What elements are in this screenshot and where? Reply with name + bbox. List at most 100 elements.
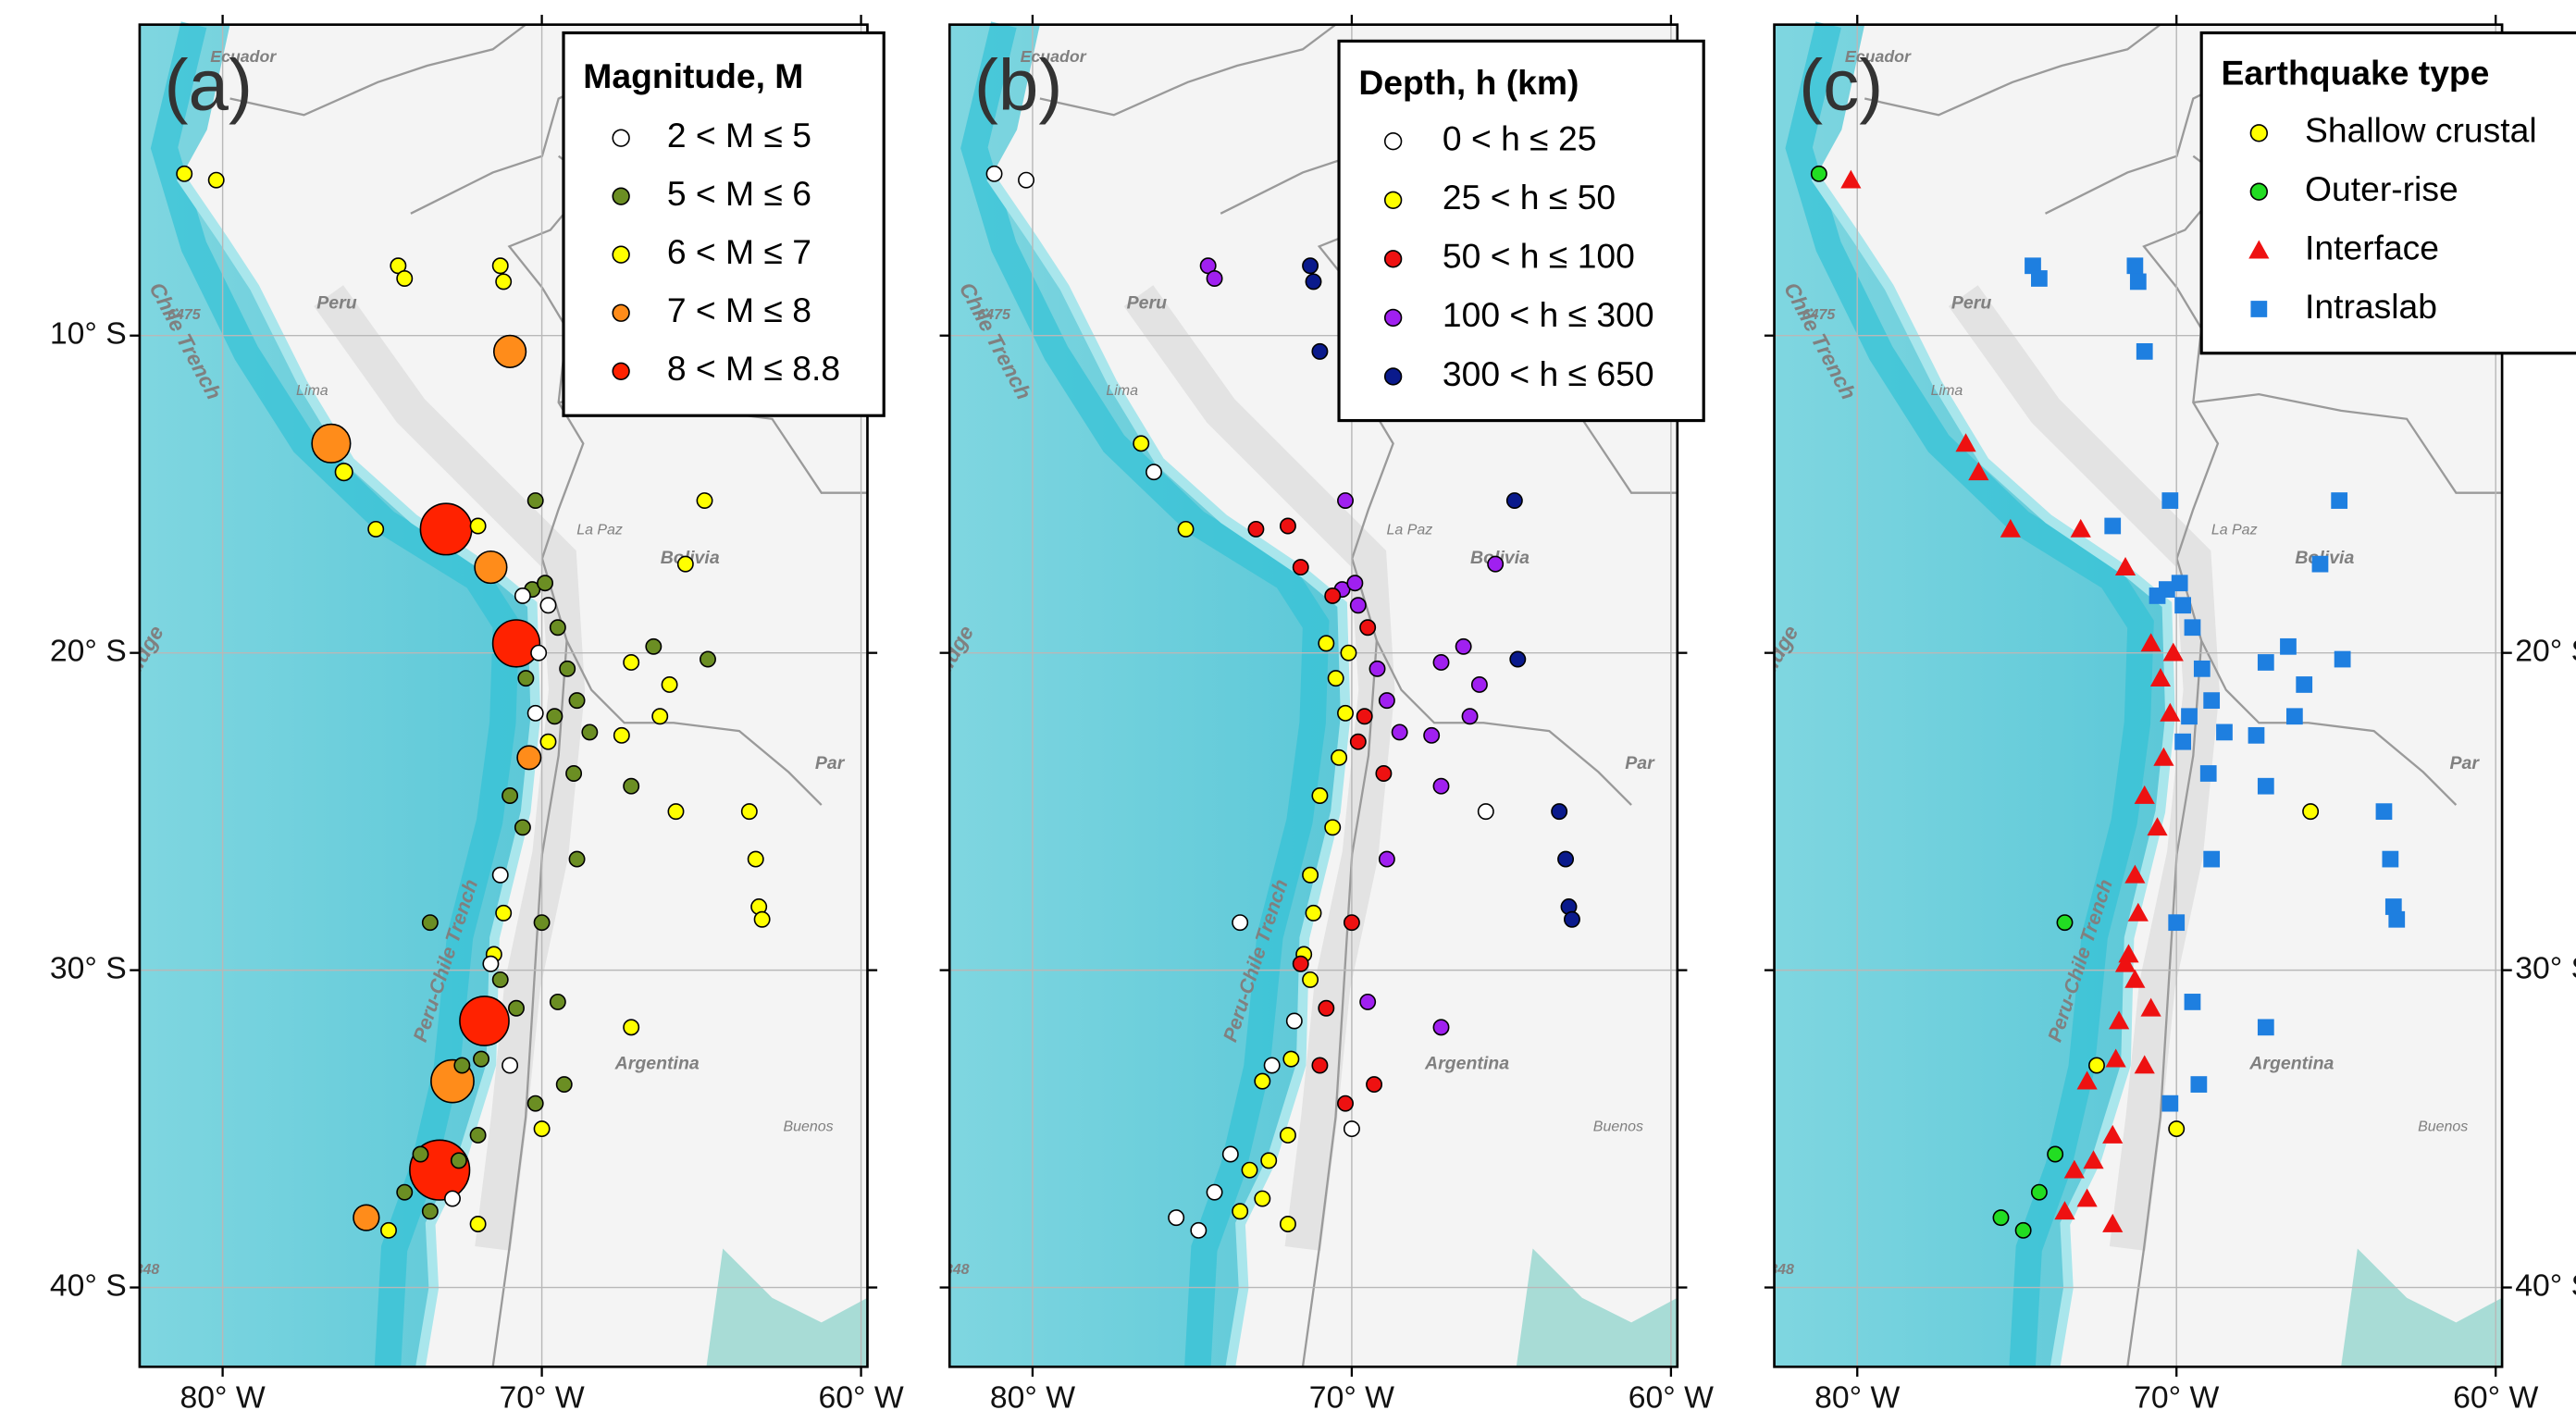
earthquake-marker bbox=[1424, 728, 1439, 743]
legend-label: 7 < M ≤ 8 bbox=[667, 291, 811, 329]
earthquake-marker bbox=[423, 1204, 438, 1218]
earthquake-marker bbox=[986, 167, 1001, 181]
earthquake-marker bbox=[515, 588, 530, 603]
earthquake-marker bbox=[1369, 662, 1384, 676]
earthquake-marker bbox=[1191, 1223, 1206, 1238]
earthquake-marker bbox=[1312, 344, 1327, 359]
legend-label: Outer-rise bbox=[2305, 169, 2458, 208]
earthquake-marker bbox=[1367, 1077, 1381, 1092]
legend-marker bbox=[2250, 183, 2267, 200]
earthquake-marker bbox=[668, 804, 683, 819]
earthquake-marker bbox=[624, 655, 638, 670]
earthquake-marker bbox=[2203, 692, 2220, 709]
earthquake-marker bbox=[502, 788, 517, 803]
earthquake-marker bbox=[1261, 1153, 1276, 1168]
earthquake-marker bbox=[1351, 735, 1366, 749]
earthquake-marker bbox=[515, 820, 530, 835]
earthquake-marker bbox=[528, 706, 543, 721]
x-tick-label: 80° W bbox=[990, 1380, 1075, 1410]
place-label: Buenos bbox=[1593, 1119, 1643, 1134]
earthquake-marker bbox=[353, 1205, 379, 1231]
earthquake-marker bbox=[1380, 693, 1394, 708]
earthquake-marker bbox=[1319, 1001, 1333, 1016]
legend-title: Earthquake type bbox=[2221, 54, 2489, 93]
earthquake-marker bbox=[2185, 994, 2201, 1010]
x-tick-label: 60° W bbox=[818, 1380, 903, 1410]
earthquake-marker bbox=[2303, 804, 2318, 819]
legend-label: 100 < h ≤ 300 bbox=[1443, 295, 1654, 334]
earthquake-marker bbox=[496, 274, 511, 289]
place-label: Par bbox=[815, 753, 846, 773]
earthquake-marker bbox=[624, 1020, 638, 1034]
y-tick-label: 30° S bbox=[50, 951, 127, 986]
place-label: Peru bbox=[1951, 293, 1991, 314]
earthquake-marker bbox=[1455, 639, 1470, 654]
y-tick-label: 10° S bbox=[50, 316, 127, 352]
legend-label: Interface bbox=[2305, 228, 2439, 266]
earthquake-marker bbox=[531, 646, 546, 661]
earthquake-marker bbox=[209, 173, 224, 188]
earthquake-marker bbox=[1303, 258, 1318, 273]
earthquake-marker bbox=[1303, 972, 1318, 987]
earthquake-marker bbox=[2172, 575, 2188, 591]
earthquake-marker bbox=[1232, 1204, 1247, 1218]
earthquake-marker bbox=[540, 598, 555, 612]
place-label: Peru bbox=[1127, 293, 1167, 314]
earthquake-marker bbox=[1207, 271, 1221, 286]
earthquake-marker bbox=[1019, 173, 1034, 188]
earthquake-marker bbox=[1255, 1191, 1269, 1206]
earthquake-marker bbox=[1255, 1073, 1269, 1088]
earthquake-marker bbox=[1319, 636, 1333, 650]
earthquake-marker bbox=[1265, 1058, 1280, 1072]
x-tick-label: 80° W bbox=[1814, 1380, 1900, 1410]
earthquake-marker bbox=[569, 693, 584, 708]
place-label: La Paz bbox=[576, 523, 623, 538]
place-label: 5848 bbox=[1761, 1262, 1794, 1278]
earthquake-marker bbox=[1312, 1058, 1327, 1072]
earthquake-marker bbox=[518, 671, 533, 686]
earthquake-marker bbox=[1993, 1210, 2008, 1225]
earthquake-marker bbox=[177, 167, 192, 181]
earthquake-marker bbox=[2376, 803, 2393, 820]
earthquake-marker bbox=[2149, 588, 2166, 604]
legend-label: 50 < h ≤ 100 bbox=[1443, 237, 1635, 276]
earthquake-marker bbox=[413, 1146, 427, 1161]
x-tick-label: 70° W bbox=[1309, 1380, 1394, 1410]
earthquake-marker bbox=[2161, 492, 2178, 509]
earthquake-marker bbox=[528, 1095, 543, 1110]
earthquake-marker bbox=[1360, 620, 1375, 635]
earthquake-marker bbox=[1281, 1217, 1295, 1231]
earthquake-marker bbox=[1294, 560, 1308, 575]
legend-marker bbox=[613, 363, 629, 379]
earthquake-marker bbox=[560, 662, 575, 676]
earthquake-marker bbox=[614, 728, 629, 743]
earthquake-marker bbox=[1558, 851, 1573, 866]
earthquake-marker bbox=[646, 639, 661, 654]
earthquake-marker bbox=[1472, 677, 1487, 692]
earthquake-marker bbox=[1338, 493, 1353, 508]
legend-marker bbox=[613, 246, 629, 263]
earthquake-marker bbox=[534, 1121, 549, 1136]
earthquake-marker bbox=[1380, 851, 1394, 866]
earthquake-marker bbox=[474, 1051, 489, 1066]
earthquake-marker bbox=[1287, 1013, 1302, 1028]
earthquake-marker bbox=[452, 1153, 466, 1168]
earthquake-marker bbox=[1306, 906, 1320, 921]
place-label: 5848 bbox=[127, 1262, 160, 1278]
earthquake-marker bbox=[2174, 597, 2191, 613]
earthquake-marker bbox=[1488, 556, 1503, 571]
y-tick-label: 30° S bbox=[2515, 951, 2576, 986]
earthquake-marker bbox=[460, 996, 509, 1045]
y-tick-label: 40° S bbox=[2515, 1268, 2576, 1303]
earthquake-marker bbox=[1376, 766, 1391, 781]
earthquake-marker bbox=[1283, 1051, 1298, 1066]
earthquake-marker bbox=[1242, 1163, 1257, 1178]
earthquake-marker bbox=[475, 551, 507, 584]
legend-marker bbox=[2250, 125, 2267, 142]
earthquake-marker bbox=[2296, 676, 2312, 693]
x-tick-label: 80° W bbox=[180, 1380, 266, 1410]
legend-marker bbox=[2250, 301, 2267, 317]
legend-label: 300 < h ≤ 650 bbox=[1443, 354, 1654, 393]
earthquake-marker bbox=[2190, 1076, 2207, 1093]
page: { "panels": [ {"label": "(a)", "legend_t… bbox=[0, 0, 2576, 1410]
